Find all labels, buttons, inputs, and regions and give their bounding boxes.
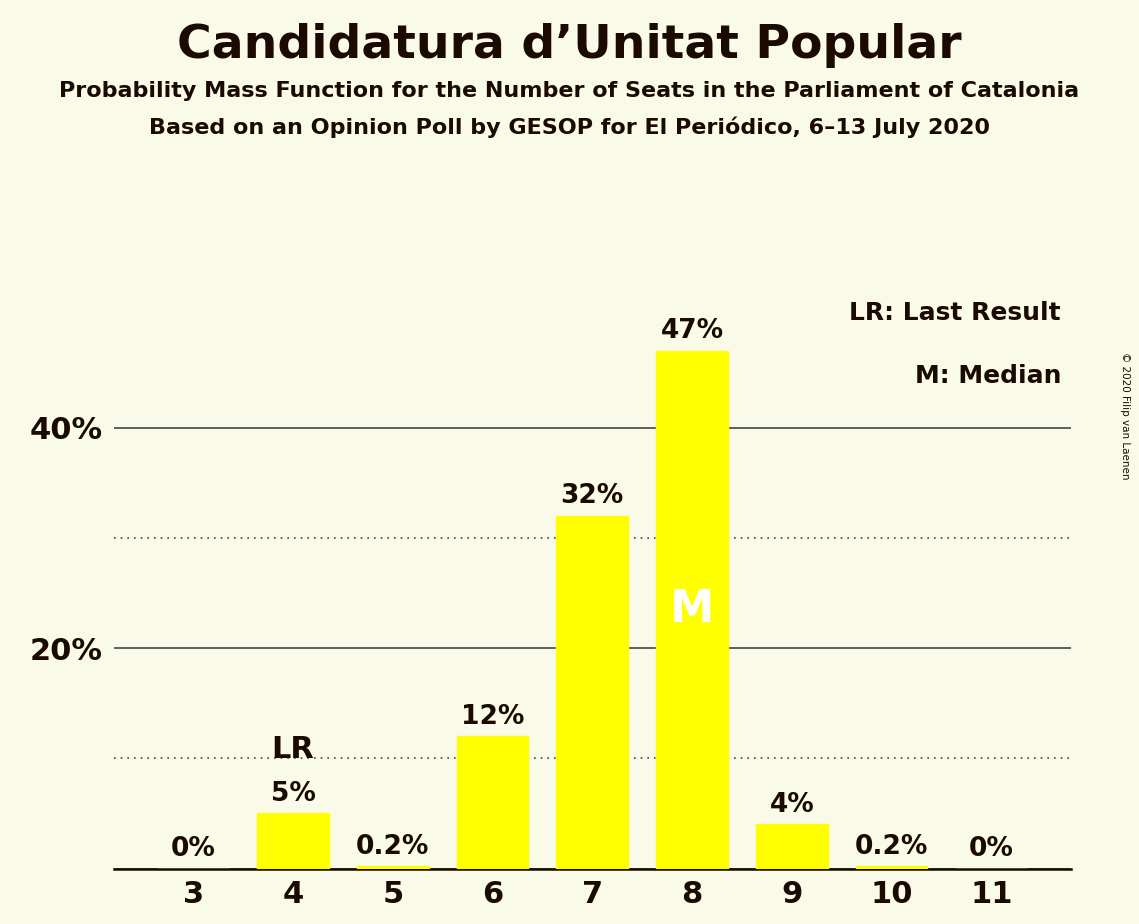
Bar — [357, 867, 428, 869]
Text: 0%: 0% — [969, 836, 1014, 862]
Bar — [257, 813, 329, 869]
Text: LR: Last Result: LR: Last Result — [850, 301, 1062, 325]
Bar — [656, 351, 728, 869]
Text: 4%: 4% — [770, 792, 814, 818]
Text: 0.2%: 0.2% — [855, 833, 928, 859]
Text: 12%: 12% — [461, 704, 524, 730]
Text: 0.2%: 0.2% — [357, 833, 429, 859]
Text: Probability Mass Function for the Number of Seats in the Parliament of Catalonia: Probability Mass Function for the Number… — [59, 81, 1080, 102]
Text: 0%: 0% — [171, 836, 215, 862]
Bar — [457, 736, 528, 869]
Text: M: M — [670, 589, 714, 631]
Bar — [756, 824, 828, 869]
Text: © 2020 Filip van Laenen: © 2020 Filip van Laenen — [1120, 352, 1130, 480]
Bar — [855, 867, 927, 869]
Text: M: Median: M: Median — [915, 364, 1062, 388]
Bar — [556, 516, 629, 869]
Text: Candidatura d’Unitat Popular: Candidatura d’Unitat Popular — [178, 23, 961, 68]
Text: 47%: 47% — [661, 318, 723, 344]
Text: 32%: 32% — [560, 483, 624, 509]
Text: Based on an Opinion Poll by GESOP for El Periódico, 6–13 July 2020: Based on an Opinion Poll by GESOP for El… — [149, 116, 990, 138]
Text: LR: LR — [271, 735, 314, 764]
Text: 5%: 5% — [271, 781, 316, 807]
